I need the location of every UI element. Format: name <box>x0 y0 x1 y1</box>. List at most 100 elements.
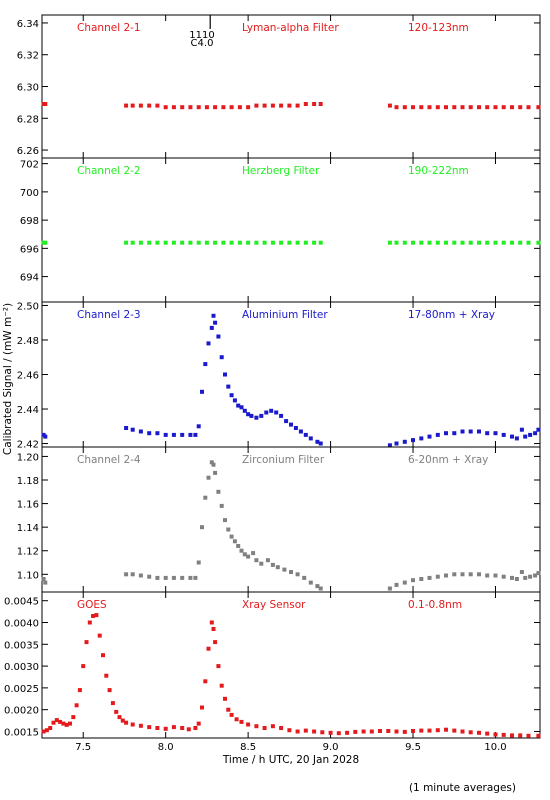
data-point <box>402 240 407 245</box>
filter-name: Herzberg Filter <box>242 165 320 177</box>
data-point <box>411 578 415 583</box>
data-point <box>196 721 201 726</box>
data-point <box>345 730 350 735</box>
data-point <box>216 664 221 669</box>
x-tick-label: 8.5 <box>240 742 256 753</box>
data-point <box>223 518 227 523</box>
data-point <box>289 570 293 574</box>
data-point <box>501 574 506 579</box>
y-tick-label: 2.50 <box>17 301 39 312</box>
y-tick-label: 0.0035 <box>4 640 39 651</box>
data-point <box>295 103 300 108</box>
data-point <box>138 723 143 728</box>
y-tick-label: 698 <box>20 216 39 227</box>
data-point <box>435 728 440 733</box>
data-point <box>147 103 152 108</box>
x-tick-label: 8.0 <box>158 742 174 753</box>
data-point <box>318 586 323 591</box>
data-point <box>229 393 234 398</box>
data-point <box>274 410 279 415</box>
data-point <box>117 715 122 720</box>
y-tick-label: 700 <box>20 188 39 199</box>
data-point <box>270 724 275 729</box>
data-point <box>163 575 168 580</box>
data-point <box>209 620 214 625</box>
data-point <box>519 427 524 432</box>
data-point <box>48 726 53 730</box>
data-point <box>460 429 465 434</box>
data-point <box>221 105 226 110</box>
data-point <box>200 525 204 530</box>
data-points <box>41 460 541 591</box>
panel-2: 694 696 698 700 702 Channel 2-2 Herzberg Filte… <box>20 157 541 303</box>
data-point <box>188 105 193 110</box>
data-point <box>477 572 481 577</box>
data-point <box>312 240 317 245</box>
data-point <box>318 441 323 446</box>
data-point <box>402 439 407 444</box>
data-point <box>147 240 152 245</box>
data-point <box>533 431 538 436</box>
data-point <box>435 240 440 245</box>
data-point <box>387 586 392 591</box>
data-point <box>124 720 129 725</box>
data-point <box>444 727 448 732</box>
data-point <box>394 105 399 110</box>
data-point <box>510 434 514 439</box>
data-point <box>203 679 208 684</box>
data-point <box>211 313 216 318</box>
data-point <box>41 729 46 734</box>
data-point <box>295 572 300 577</box>
data-point <box>493 240 498 245</box>
data-point <box>254 415 259 420</box>
data-point <box>485 573 490 578</box>
data-point <box>196 240 201 245</box>
data-point <box>236 544 241 548</box>
data-point <box>402 580 407 585</box>
data-point <box>411 729 415 733</box>
data-point <box>219 683 224 688</box>
y-tick-label: 1.10 <box>17 570 39 581</box>
data-point <box>251 551 256 556</box>
panel-frame <box>41 157 541 303</box>
data-point <box>236 403 241 408</box>
data-point <box>130 240 135 245</box>
data-point <box>163 726 168 731</box>
data-point <box>536 427 541 432</box>
data-point <box>318 240 323 245</box>
data-point <box>303 432 308 437</box>
data-point <box>519 570 524 574</box>
data-point <box>246 105 251 110</box>
data-point <box>282 567 287 572</box>
data-point <box>171 432 176 437</box>
data-point <box>204 105 209 110</box>
data-point <box>84 640 89 645</box>
data-point <box>269 408 274 413</box>
data-point <box>279 726 284 730</box>
data-point <box>485 731 490 736</box>
data-point <box>246 722 251 727</box>
data-point <box>501 240 506 245</box>
data-point <box>328 730 333 735</box>
data-point <box>51 720 56 725</box>
data-point <box>254 724 259 729</box>
data-point <box>203 495 208 500</box>
data-point <box>427 434 432 439</box>
data-point <box>419 436 424 441</box>
data-point <box>155 103 160 108</box>
data-point <box>419 240 424 245</box>
data-point <box>533 573 538 578</box>
data-point <box>91 614 96 618</box>
data-point <box>221 240 226 245</box>
data-point <box>477 730 481 735</box>
data-point <box>239 405 244 410</box>
data-point <box>452 105 457 110</box>
data-point <box>94 613 99 618</box>
data-point <box>435 105 440 110</box>
data-point <box>58 719 63 724</box>
data-point <box>229 105 234 110</box>
y-tick-label: 2.46 <box>17 371 39 382</box>
data-point <box>526 105 531 110</box>
data-point <box>171 575 176 580</box>
data-point <box>211 462 216 467</box>
